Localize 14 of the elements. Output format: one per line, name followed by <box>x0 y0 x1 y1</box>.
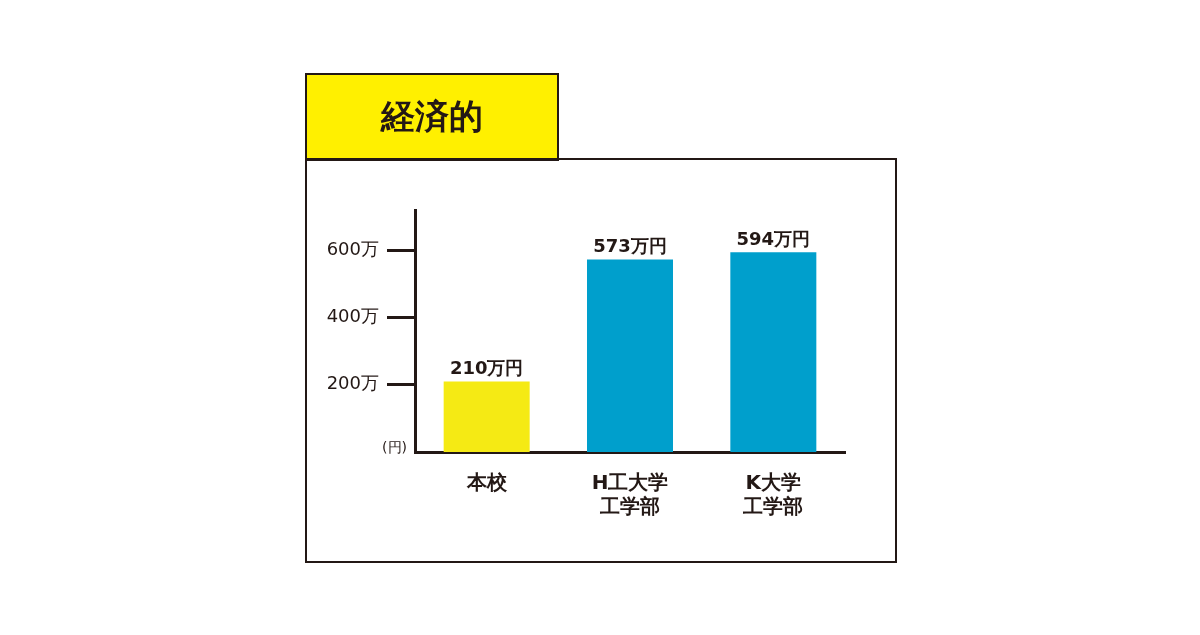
x-tick-label: H工大学工学部 <box>591 470 669 519</box>
bar <box>587 259 673 452</box>
y-tick-label: 400万 <box>326 305 379 327</box>
y-tick-label: 200万 <box>326 372 379 394</box>
data-label: 210万円 <box>449 357 524 379</box>
data-label: 573万円 <box>593 235 667 257</box>
bar <box>443 381 530 452</box>
y-axis-title: (円) <box>382 438 407 455</box>
y-tick-label: 600万 <box>326 238 379 260</box>
bar <box>730 252 817 452</box>
data-label: 594万円 <box>736 228 811 250</box>
chart-title: 経済的 <box>305 73 559 161</box>
x-tick-label: 本校 <box>465 470 508 495</box>
x-tick-label: K大学工学部 <box>742 470 804 519</box>
